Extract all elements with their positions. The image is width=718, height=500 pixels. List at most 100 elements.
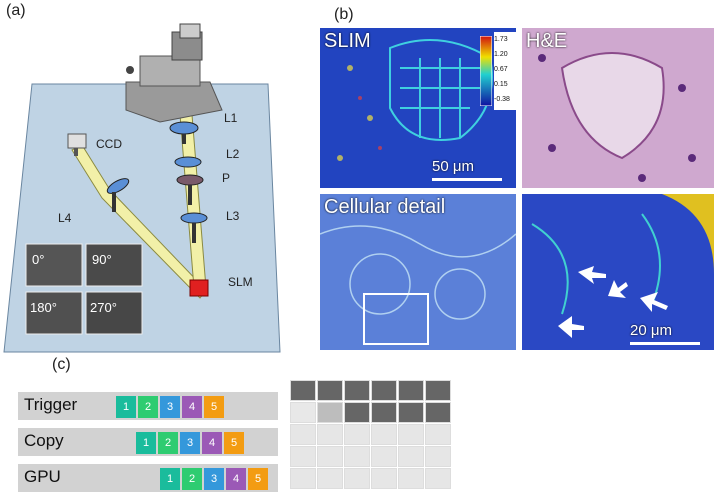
slim-image: SLIM 1.73 1.20 0.67 0.15 -0.38 50 μm <box>320 28 516 188</box>
scale-label-bottom: 20 μm <box>630 322 672 339</box>
scale-label-top: 50 μm <box>432 158 474 175</box>
grid-cell <box>371 446 397 467</box>
ccd-camera-icon <box>67 133 87 156</box>
grid-cell <box>425 402 451 423</box>
grid-cell <box>398 380 424 401</box>
cellular-detail-image: Cellular detail <box>320 194 516 350</box>
grid-cell <box>371 380 397 401</box>
he-label: H&E <box>526 30 568 52</box>
label-ccd: CCD <box>96 137 122 151</box>
step-box: 1 <box>116 396 136 418</box>
grid-cell <box>398 424 424 445</box>
step-box: 2 <box>182 468 202 490</box>
grid-cell <box>344 446 370 467</box>
scale-bar-top <box>432 178 502 181</box>
grid-cell <box>317 468 343 489</box>
tile-grid <box>290 380 456 498</box>
colorbar-tick: 0.67 <box>494 66 508 73</box>
row-label: Copy <box>24 431 64 450</box>
step-box: 5 <box>224 432 244 454</box>
grid-cell <box>290 468 316 489</box>
panel-label-a: (a) <box>6 2 26 19</box>
panel-label-c: (c) <box>52 356 71 373</box>
zoomed-slim-image: 20 μm <box>522 194 714 350</box>
grid-cell <box>371 424 397 445</box>
grid-cell <box>344 424 370 445</box>
step-box: 5 <box>248 468 268 490</box>
grid-cell <box>398 468 424 489</box>
pipeline-row-copy: Copy 1 2 3 4 5 <box>18 428 278 456</box>
label-l2: L2 <box>226 147 240 161</box>
panel-label-b: (b) <box>334 6 354 23</box>
setup-diagram: L1 L2 P L3 CCD L4 SLM 0° 90° 180° 270° <box>3 23 281 353</box>
cellular-detail-label: Cellular detail <box>324 196 446 218</box>
label-l3: L3 <box>226 209 240 223</box>
grid-cell <box>344 402 370 423</box>
pipeline-row-trigger: Trigger 1 2 3 4 5 <box>18 392 278 420</box>
colorbar-ticks: 1.73 1.20 0.67 0.15 -0.38 <box>494 32 516 110</box>
grid-cell <box>344 468 370 489</box>
step-box: 4 <box>226 468 246 490</box>
cellular-texture <box>320 194 516 350</box>
optical-setup-figure: L1 L2 P L3 CCD L4 SLM 0° 90° 180° 270° <box>0 0 300 360</box>
grid-cell <box>398 402 424 423</box>
grid-cell <box>425 380 451 401</box>
row-label: Trigger <box>24 395 78 414</box>
label-slm: SLM <box>228 275 253 289</box>
grid-cell <box>290 402 316 423</box>
microscope-body <box>125 23 223 123</box>
grid-cell <box>317 402 343 423</box>
label-l4: L4 <box>58 211 72 225</box>
step-box: 3 <box>160 396 180 418</box>
step-box: 4 <box>202 432 222 454</box>
label-p: P <box>222 171 230 185</box>
grid-cell <box>317 424 343 445</box>
phase-tile-270: 270° <box>90 300 117 315</box>
grid-cell <box>290 424 316 445</box>
microscopy-figure: SLIM 1.73 1.20 0.67 0.15 -0.38 50 μm H&E <box>318 22 718 357</box>
pipeline-figure: Trigger 1 2 3 4 5 Copy 1 2 3 4 5 GPU 1 2… <box>10 380 718 500</box>
phase-tile-0: 0° <box>32 252 44 267</box>
step-box: 4 <box>182 396 202 418</box>
phase-tiles <box>25 243 143 335</box>
label-l1: L1 <box>224 111 238 125</box>
grid-cell <box>398 446 424 467</box>
step-box: 5 <box>204 396 224 418</box>
grid-cell <box>371 468 397 489</box>
grid-cell <box>317 446 343 467</box>
step-box: 1 <box>160 468 180 490</box>
phase-tile-180: 180° <box>30 300 57 315</box>
grid-cell <box>317 380 343 401</box>
step-box: 3 <box>180 432 200 454</box>
colorbar-tick: 1.73 <box>494 36 508 43</box>
colorbar-tick: 1.20 <box>494 51 508 58</box>
phase-tile-90: 90° <box>92 252 112 267</box>
lens-l3-icon <box>180 212 208 243</box>
grid-cell <box>344 380 370 401</box>
grid-cell <box>290 380 316 401</box>
grid-cell <box>371 402 397 423</box>
lens-l4-icon <box>106 178 130 212</box>
row-label: GPU <box>24 467 61 486</box>
pipeline-row-gpu: GPU 1 2 3 4 5 <box>18 464 278 492</box>
colorbar <box>480 36 492 106</box>
polarizer-icon <box>176 174 204 205</box>
lens-l1-icon <box>169 121 199 144</box>
scale-bar-bottom <box>630 342 700 345</box>
zoom-box <box>363 293 429 345</box>
lens-l2-icon <box>174 156 202 168</box>
colorbar-tick: 0.15 <box>494 81 508 88</box>
grid-cell <box>425 424 451 445</box>
grid-cell <box>425 446 451 467</box>
grid-cell <box>290 446 316 467</box>
arrow-icons <box>558 266 668 338</box>
step-box: 2 <box>158 432 178 454</box>
step-box: 3 <box>204 468 224 490</box>
grid-cell <box>425 468 451 489</box>
zoomed-texture <box>522 194 714 350</box>
step-box: 1 <box>136 432 156 454</box>
he-texture <box>522 28 714 188</box>
step-box: 2 <box>138 396 158 418</box>
slm-icon <box>189 279 209 297</box>
colorbar-tick: -0.38 <box>494 96 510 103</box>
